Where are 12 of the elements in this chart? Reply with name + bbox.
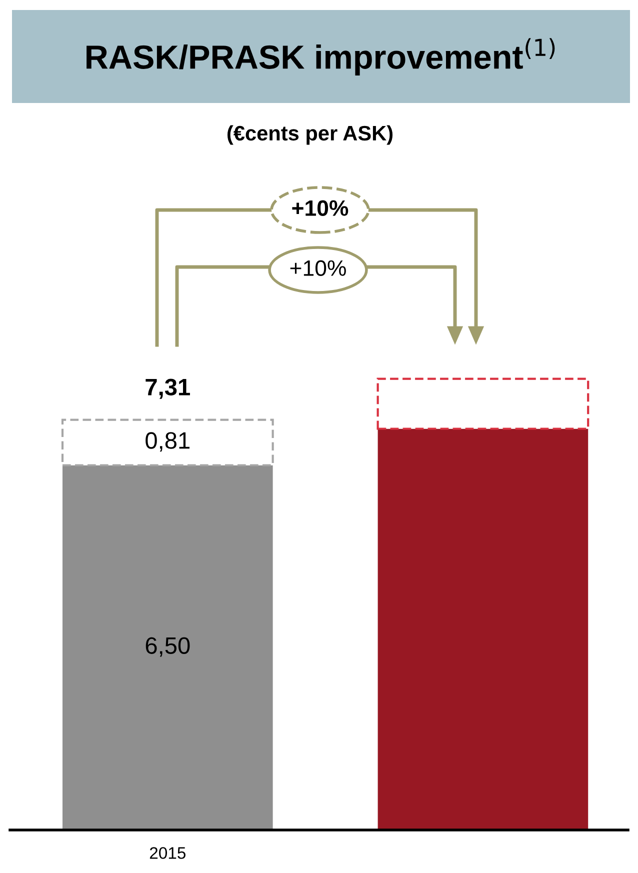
data-label: 0,81 <box>146 432 190 452</box>
total-label: 7,31 <box>146 378 190 399</box>
data-label: 6,50 <box>146 637 190 657</box>
bar <box>378 428 588 830</box>
bar <box>376 378 590 430</box>
chart-title: RASK/PRASK improvement$^{(1)}$ <box>86 38 555 76</box>
chart-subtitle: (€cents per ASK) <box>228 125 393 145</box>
x-tick-label: 2015 <box>150 847 186 859</box>
text: +10% <box>292 200 348 216</box>
bar <box>62 465 273 830</box>
bar <box>61 418 274 466</box>
text: +10% <box>290 260 346 276</box>
